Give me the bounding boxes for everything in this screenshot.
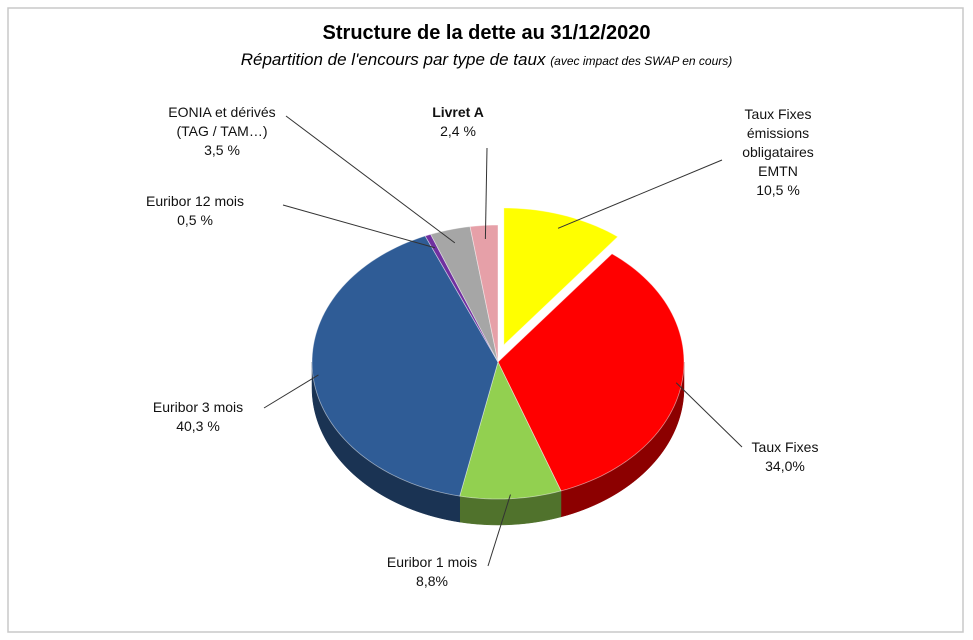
category-label: Livret A: [432, 104, 484, 120]
category-label: Euribor 3 mois: [152, 399, 244, 415]
pie-slice: [503, 207, 619, 346]
slice-label: Euribor 3 mois 40,3 %: [153, 398, 243, 436]
chart-subtitle: Répartition de l'encours par type de tau…: [240, 50, 546, 69]
leader-line: [285, 115, 456, 244]
slice-label: Taux Fixes émissions obligataires EMTN 10…: [742, 105, 814, 200]
pie-slice: [459, 360, 562, 500]
subtitle-note: (avec impact des SWAP en cours): [550, 54, 733, 68]
leader-line: [263, 374, 319, 409]
value-label: 0,5 %: [177, 212, 213, 228]
value-label: 2,4 %: [440, 123, 476, 139]
pie-slice: [430, 226, 499, 363]
value-label: 3,5 %: [204, 142, 240, 158]
chart-title: Structure de la dette au 31/12/2020: [322, 22, 651, 44]
category-label: Euribor 1 mois: [386, 554, 478, 570]
pie-slice: [311, 235, 499, 497]
chart-subtitle-row: Répartition de l'encours par type de tau…: [0, 50, 973, 70]
pie: [263, 115, 743, 567]
pie-slice: [469, 224, 499, 363]
value-label: 10,5 %: [756, 182, 800, 198]
leader-line: [282, 204, 436, 249]
leader-line: [487, 494, 511, 567]
value-label: 40,3 %: [176, 418, 220, 434]
leader-line: [484, 147, 488, 240]
leader-line: [557, 159, 723, 229]
value-label: 34,0%: [765, 458, 805, 474]
category-label: EONIA et dérivés (TAG / TAM…): [168, 104, 276, 139]
category-label: Taux Fixes: [751, 439, 819, 455]
value-label: 8,8%: [416, 573, 448, 589]
slice-label: Euribor 12 mois 0,5 %: [146, 192, 244, 230]
pie-slice: [497, 253, 685, 492]
slice-label: Livret A 2,4 %: [432, 103, 484, 141]
slice-label: Euribor 1 mois 8,8%: [387, 553, 477, 591]
category-label: Euribor 12 mois: [145, 193, 245, 209]
slice-label: Taux Fixes 34,0%: [752, 438, 819, 476]
slice-label: EONIA et dérivés (TAG / TAM…) 3,5 %: [168, 103, 275, 160]
category-label: Taux Fixes émissions obligataires EMTN: [742, 106, 814, 179]
leader-line: [675, 382, 743, 448]
